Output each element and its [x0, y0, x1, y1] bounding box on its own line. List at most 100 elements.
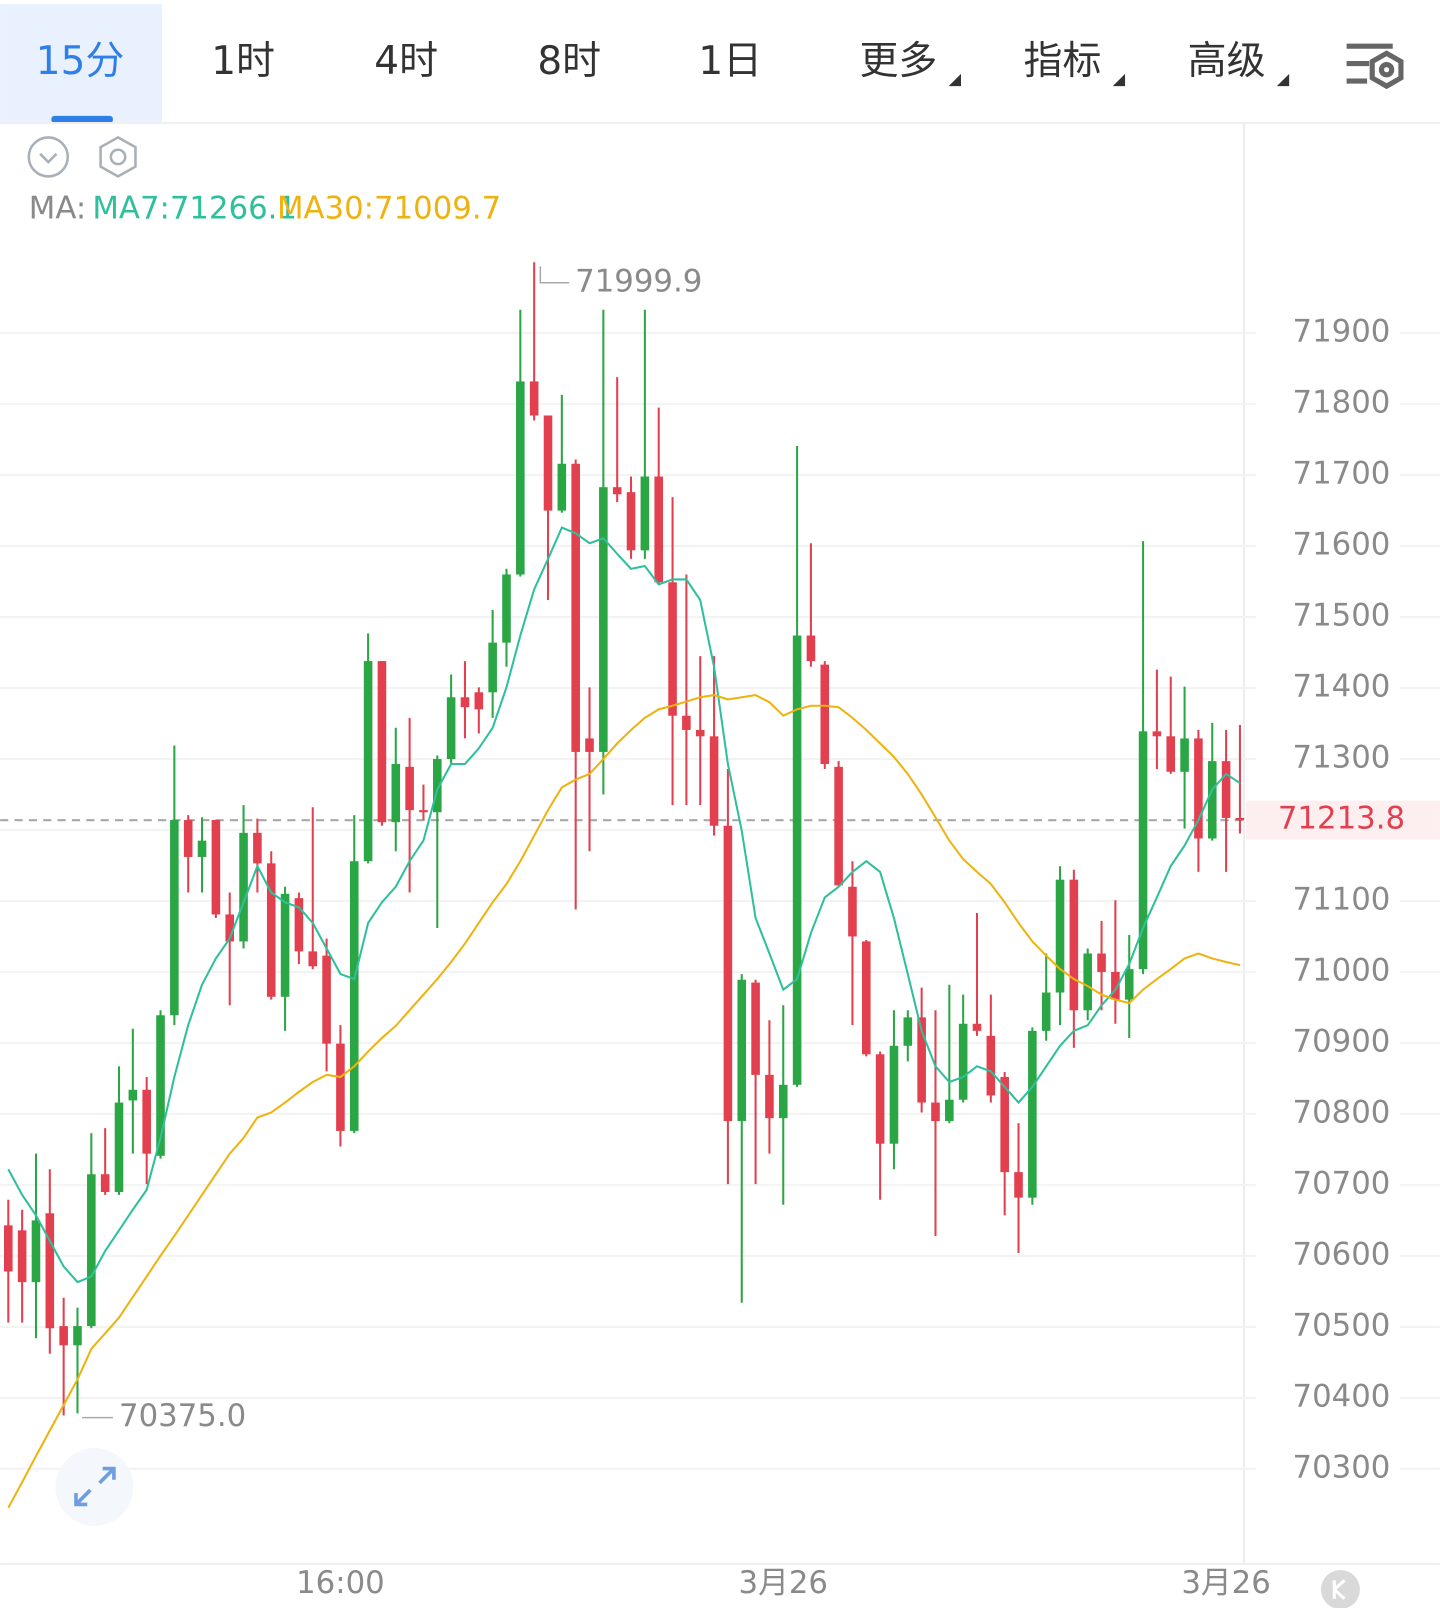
candle-body [1028, 1030, 1037, 1198]
candle-body [1041, 992, 1051, 1031]
candle-body [945, 1099, 954, 1122]
collapse-icon[interactable] [27, 136, 70, 178]
candle-body [446, 697, 456, 760]
candle-body [142, 1089, 151, 1154]
low-annotation: 70375.0 [119, 1398, 246, 1434]
candle-body [294, 898, 304, 952]
candle-body [889, 1045, 899, 1144]
candle-body [280, 893, 290, 997]
active-tab-bg [0, 4, 163, 124]
candle-body [862, 941, 871, 1055]
candle-body [363, 661, 373, 862]
candle-body [806, 635, 816, 662]
high-annotation-line [539, 266, 570, 284]
candle-body [419, 810, 428, 813]
candle-body [848, 886, 857, 937]
candle-body [239, 832, 248, 942]
ma-prefix: MA: [29, 191, 86, 227]
tab[interactable]: 更多 [859, 39, 937, 84]
candle-body [253, 832, 262, 864]
candle-body [1152, 731, 1162, 737]
candle-body [17, 1230, 27, 1283]
candle-body [433, 759, 442, 813]
candle-body [266, 863, 276, 997]
high-annotation: 71999.9 [575, 263, 702, 299]
candle-body [543, 415, 553, 511]
candle-body [502, 574, 511, 643]
x-tick-label: 16:00 [296, 1565, 385, 1601]
candle-body [114, 1102, 124, 1192]
y-tick-label: 71700 [1293, 456, 1391, 492]
candle-body [834, 766, 843, 886]
candle-body [87, 1174, 96, 1327]
ma7-legend: MA7:71266.1 [92, 191, 297, 227]
candle-body [778, 1084, 788, 1119]
candle-body [183, 820, 193, 857]
candle-body [958, 1023, 968, 1100]
expand-button[interactable] [55, 1448, 134, 1526]
candle-body [903, 1017, 913, 1046]
y-tick-label: 71800 [1293, 385, 1391, 421]
candle-body [1111, 971, 1120, 1000]
candle-body [931, 1102, 940, 1122]
tab[interactable]: 4时 [374, 39, 438, 84]
candle-body [668, 582, 677, 716]
candle-body [1180, 738, 1189, 772]
candle-body [1138, 731, 1148, 970]
y-tick-label: 71500 [1293, 598, 1391, 634]
candle-body [1055, 879, 1065, 993]
candle-body [557, 463, 567, 511]
plot: 70300 70400 70500 70600 70700 70800 70900 71000… [0, 262, 1440, 1601]
chart-settings-icon[interactable] [99, 135, 137, 178]
tab[interactable]: 1时 [211, 39, 275, 84]
candle-body [654, 476, 664, 583]
candle-body [391, 763, 401, 823]
candle-body [1069, 879, 1079, 1011]
ma-line [7, 694, 1241, 1509]
candle-body [529, 381, 539, 416]
tab[interactable]: 1日 [698, 39, 762, 84]
candle-body [1014, 1172, 1023, 1198]
candle-body [751, 982, 760, 1075]
candle-body [488, 642, 497, 693]
tab[interactable]: 15分 [36, 39, 125, 84]
candle-body [156, 1015, 165, 1156]
candle-body [405, 766, 414, 811]
y-tick-label: 71300 [1293, 740, 1391, 776]
y-tick-label: 71600 [1293, 527, 1391, 563]
candle-body [599, 487, 608, 752]
candle-body [377, 661, 387, 823]
candle-body [917, 1017, 926, 1103]
settings-icon[interactable] [1346, 43, 1404, 90]
candle-body [1124, 969, 1134, 1000]
y-tick-label: 71900 [1293, 314, 1391, 350]
tab[interactable]: 指标 [1024, 39, 1102, 84]
y-tick-label: 71400 [1293, 669, 1391, 705]
ma-line [7, 526, 1241, 1284]
candle-body [516, 381, 525, 575]
candle-body [709, 736, 719, 826]
candle-body [211, 820, 221, 915]
y-tick-label: 70900 [1293, 1023, 1391, 1059]
candle-body [460, 697, 470, 708]
tab[interactable]: 8时 [537, 39, 601, 84]
y-tick-label: 71100 [1293, 881, 1391, 917]
candle-body [1097, 953, 1106, 972]
candle-body [585, 738, 594, 752]
y-tick-label: 70600 [1293, 1236, 1391, 1272]
tab[interactable]: 高级 [1188, 39, 1266, 84]
x-tick-label: 3月26 [739, 1565, 828, 1601]
candle-body [695, 729, 705, 737]
candle-body [170, 820, 179, 1016]
y-tick-label: 70500 [1293, 1307, 1391, 1343]
x-tick-label: 3月26 [1181, 1565, 1270, 1601]
candle-body [31, 1220, 41, 1283]
candle-body [225, 914, 235, 942]
candle-body [45, 1213, 55, 1329]
candle-body [1083, 953, 1092, 1011]
candle-body [1221, 761, 1231, 818]
candle-body [626, 492, 636, 551]
candle-body [737, 979, 747, 1122]
candle-body [1000, 1076, 1009, 1173]
candle-body [197, 840, 207, 857]
